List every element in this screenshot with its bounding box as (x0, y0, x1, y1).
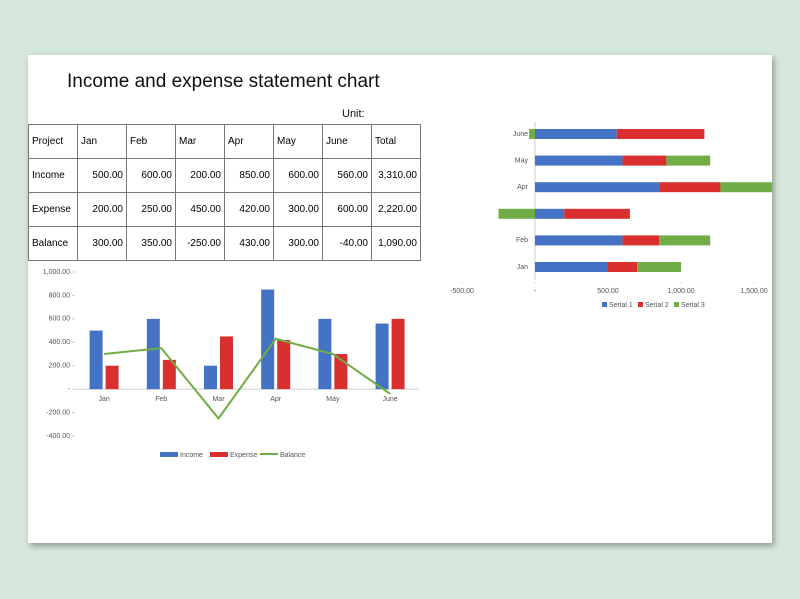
bar (375, 323, 389, 390)
x-tick-label: Feb (155, 396, 167, 403)
bar (535, 155, 623, 166)
table-cell: 350.00 (126, 226, 176, 261)
y-tick-label: -200.00 (46, 409, 70, 416)
table-cell: 250.00 (126, 192, 176, 227)
bar (204, 365, 217, 390)
bar (529, 129, 535, 139)
y-tick-label: 600.00 (49, 316, 71, 323)
bar (535, 129, 617, 139)
bar (105, 365, 119, 390)
table-cell: 500.00 (77, 158, 127, 193)
table-cell: Expense (28, 192, 78, 227)
x-tick-label: 1,000.00 (667, 288, 694, 295)
bar (498, 208, 535, 219)
x-tick-label: 500.00 (597, 288, 619, 295)
legend-swatch (160, 452, 178, 457)
bar (659, 182, 721, 193)
table-row: Income 500.00 600.00 200.00 850.00 600.00 560.… (28, 158, 421, 193)
bar (616, 129, 705, 139)
bar (535, 182, 660, 193)
bar (659, 235, 711, 246)
y-tick-label: - (68, 386, 71, 393)
bar (564, 208, 630, 219)
x-tick-label: Jan (98, 396, 109, 403)
line (103, 337, 391, 421)
table-cell: Total (371, 124, 421, 159)
table-cell: 300.00 (273, 192, 323, 227)
x-tick-label: - (534, 288, 537, 295)
bar (535, 262, 608, 272)
legend-swatch (638, 302, 643, 307)
legend-label: Expense (230, 452, 257, 459)
table-row: Project Jan Feb Mar Apr May June Total (28, 124, 421, 159)
table-cell: 1,090.00 (371, 226, 421, 261)
bar (318, 318, 332, 390)
table-cell: Apr (224, 124, 274, 159)
legend-swatch (602, 302, 607, 307)
x-tick-label: May (326, 396, 340, 403)
legend-label: Serial 3 (681, 302, 705, 309)
y-tick-label: 800.00 (49, 292, 71, 299)
x-tick-label: -500.00 (450, 288, 474, 295)
bar (535, 208, 565, 219)
table-cell: 200.00 (175, 158, 225, 193)
bar (277, 339, 291, 390)
x-tick-label: 1,500.00 (740, 288, 767, 295)
table-cell: Income (28, 158, 78, 193)
bar (637, 262, 681, 272)
y-tick-label: 400.00 (49, 339, 71, 346)
table-cell: 600.00 (273, 158, 323, 193)
bar (89, 330, 103, 390)
y-tick-label: Feb (516, 237, 528, 244)
table-cell: Mar (175, 124, 225, 159)
table-cell: 2,220.00 (371, 192, 421, 227)
bar (535, 235, 623, 246)
legend-label: Income (180, 452, 203, 459)
bar (622, 155, 667, 166)
y-tick-label: Jan (517, 264, 528, 271)
y-tick-label: 200.00 (49, 363, 71, 370)
bar (146, 318, 160, 390)
legend-swatch (210, 452, 228, 457)
table-cell: 850.00 (224, 158, 274, 193)
y-tick-label: -400.00 (46, 433, 70, 440)
table-row: Balance 300.00 350.00 -250.00 430.00 300.00 -4… (28, 226, 421, 261)
data-table: Project Jan Feb Mar Apr May June Total Income 500… (28, 124, 421, 261)
table-cell: Project (28, 124, 78, 159)
table-cell: 430.00 (224, 226, 274, 261)
bar (608, 262, 638, 272)
y-tick-label: 1,000.00 (43, 269, 70, 276)
table-row: Expense 200.00 250.00 450.00 420.00 300.00 600… (28, 192, 421, 227)
y-tick-label: May (515, 157, 529, 164)
unit-label: Unit: (342, 108, 365, 120)
x-tick-label: June (383, 396, 398, 403)
legend-label: Balance (280, 452, 305, 459)
legend-label: Serial 2 (645, 302, 669, 309)
y-tick-label: Apr (517, 184, 529, 191)
bar (666, 155, 711, 166)
x-tick-label: Mar (212, 396, 225, 403)
bar (391, 318, 405, 390)
y-tick-label: June (513, 131, 528, 138)
table-cell: June (322, 124, 372, 159)
legend-swatch (674, 302, 679, 307)
bar (622, 235, 660, 246)
title: Income and expense statement chart (67, 71, 380, 92)
table-cell: -40.00 (322, 226, 372, 261)
legend-label: Serial 1 (609, 302, 633, 309)
table-cell: Jan (77, 124, 127, 159)
bar (220, 336, 233, 390)
x-tick-label: Apr (270, 396, 282, 403)
bar (162, 359, 176, 390)
table-cell: Balance (28, 226, 78, 261)
table-cell: 3,310.00 (371, 158, 421, 193)
bar (720, 182, 772, 193)
bar (261, 289, 275, 390)
